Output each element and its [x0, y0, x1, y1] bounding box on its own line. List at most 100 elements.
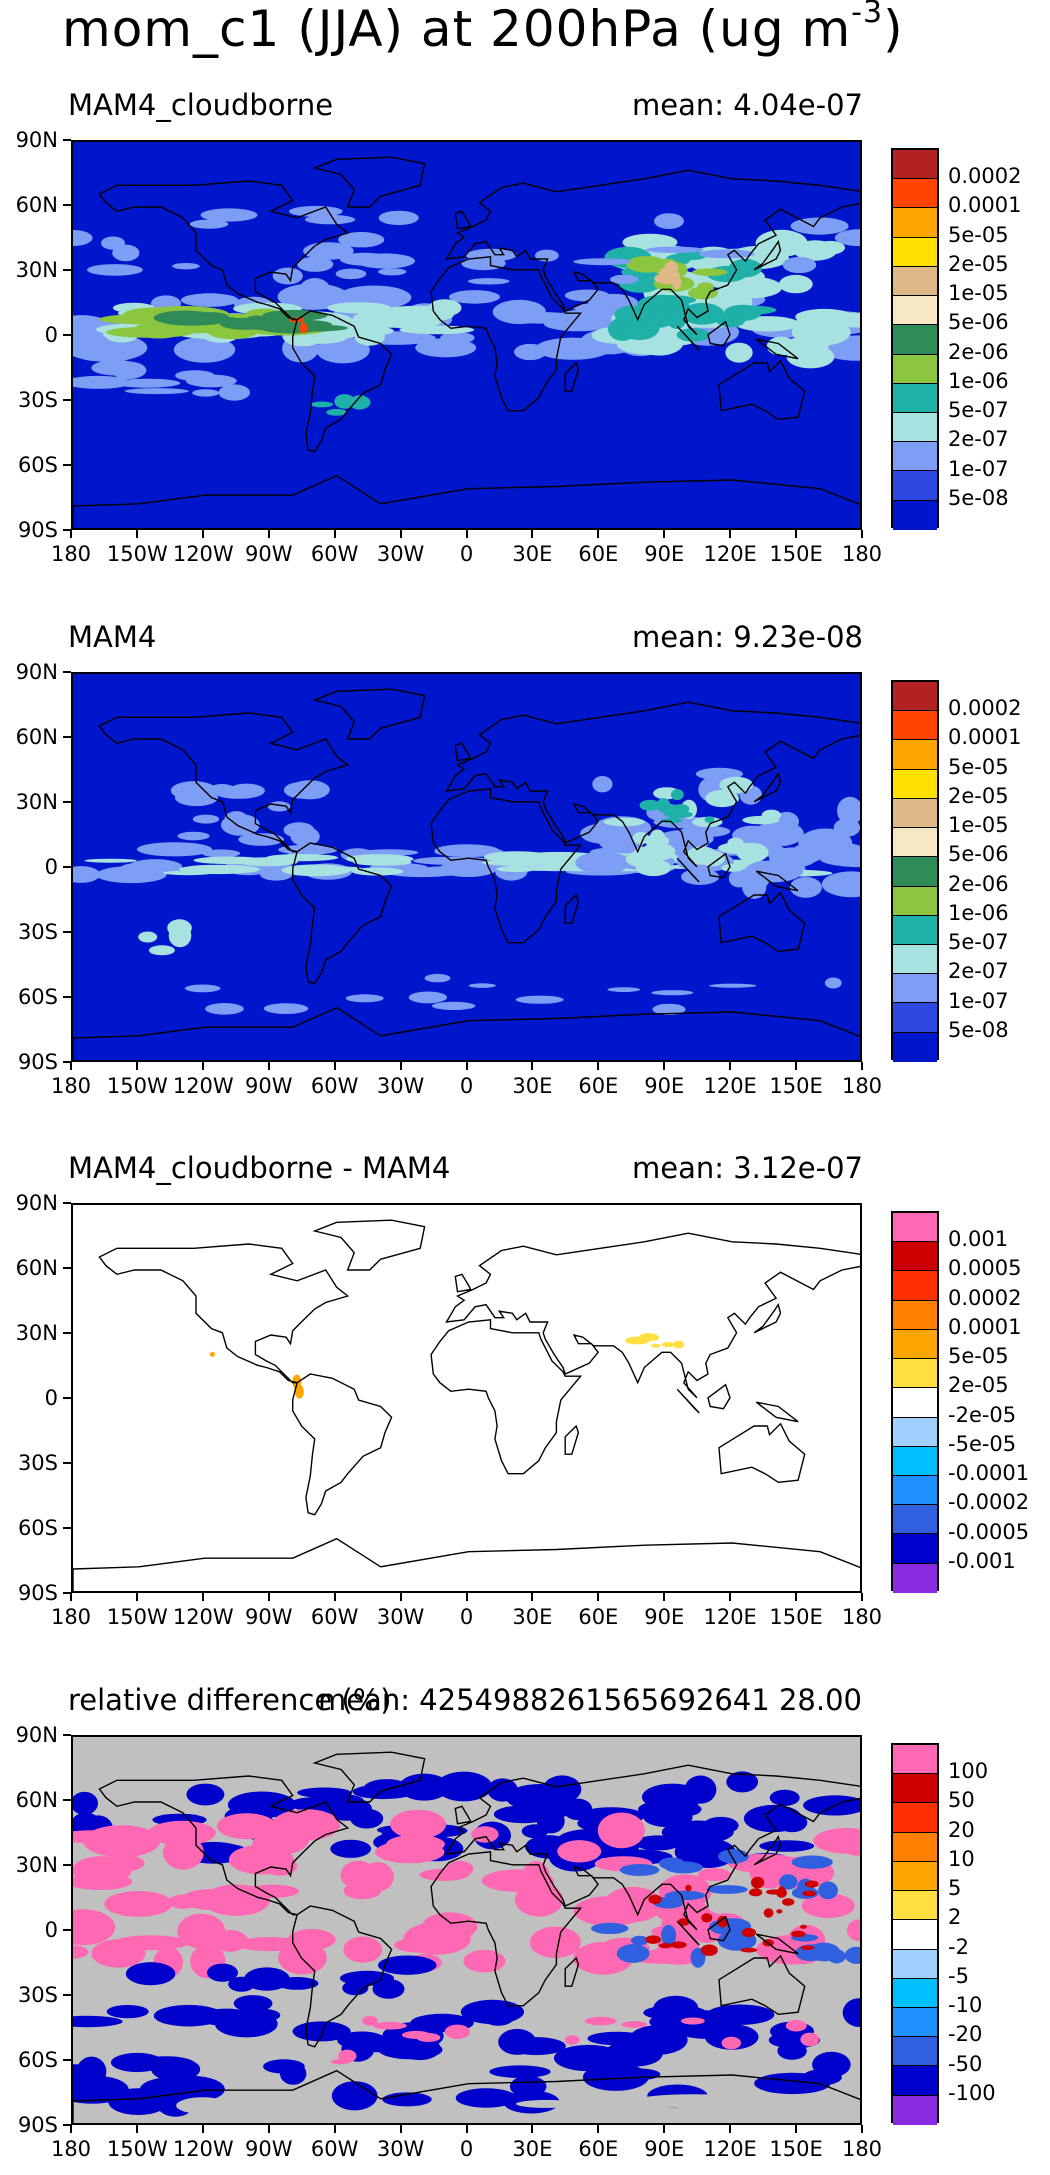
lat-tick-mark	[63, 1267, 71, 1269]
field-blob	[721, 863, 744, 872]
colorbar-cell	[893, 1388, 937, 1418]
colorbar-cell	[893, 886, 937, 916]
field-blob	[343, 1936, 383, 1963]
field-blob	[542, 1775, 582, 1803]
field-blob	[751, 1876, 765, 1889]
lat-tick-mark	[63, 931, 71, 933]
lat-tick-label: 0	[44, 1386, 58, 1410]
lon-tick-label: 30W	[376, 1605, 425, 1629]
lat-tick-mark	[63, 1799, 71, 1801]
field-blob	[148, 945, 175, 956]
field-blob	[619, 1864, 660, 1876]
field-blob	[73, 1830, 133, 1844]
colorbar-cell	[893, 1475, 937, 1506]
field-blob	[73, 1945, 89, 1959]
lon-tick-label: 120W	[172, 542, 234, 566]
coastline	[73, 156, 860, 528]
colorbar-cell	[893, 711, 937, 741]
lon-tick-mark	[597, 530, 600, 538]
lat-tick-label: 30N	[15, 1321, 58, 1345]
field-blob	[435, 1771, 492, 1802]
lon-tick-mark	[663, 530, 666, 538]
field-blob	[648, 1334, 659, 1341]
colorbar-label: -0.0005	[948, 1519, 1030, 1544]
field-blob	[800, 2032, 820, 2047]
field-blob	[802, 1890, 817, 1897]
colorbar-label: 1e-07	[948, 456, 1009, 481]
field-blob	[455, 2088, 517, 2108]
field-blob	[573, 258, 632, 266]
field-blob	[635, 859, 672, 877]
lon-tick-label: 150W	[106, 542, 168, 566]
lon-tick-label: 150E	[769, 1074, 823, 1098]
lon-tick-mark	[531, 1062, 534, 1070]
field-blob	[736, 842, 769, 863]
field-blob	[692, 268, 728, 276]
field-blob	[740, 1947, 758, 1953]
field-blob	[298, 278, 331, 304]
field-blob	[674, 1837, 729, 1867]
lon-tick-label: 150W	[106, 1074, 168, 1098]
lon-tick-mark	[531, 2125, 534, 2133]
colorbar-cell	[893, 1861, 937, 1892]
lon-tick-label: 60E	[578, 542, 619, 566]
field-blob	[461, 256, 506, 271]
colorbar-label: -2	[948, 1934, 969, 1959]
colorbar-cell	[893, 1949, 937, 1979]
figure-title: mom_c1 (JJA) at 200hPa (ug m-3)	[62, 0, 904, 58]
field-blob	[203, 377, 235, 386]
field-blob	[645, 246, 704, 253]
field-blob	[362, 315, 431, 328]
lon-tick-mark	[795, 1062, 798, 1070]
field-blob	[670, 2010, 741, 2039]
lon-tick-mark	[729, 2125, 732, 2133]
lat-tick-mark	[63, 1462, 71, 1464]
lat-tick-mark	[63, 866, 71, 868]
lat-tick-label: 60N	[15, 1788, 58, 1812]
lon-tick-label: 30E	[512, 2137, 553, 2161]
field-blob	[295, 1384, 304, 1399]
lat-tick-label: 30S	[17, 1451, 58, 1475]
lon-tick-label: 120W	[172, 1605, 234, 1629]
colorbar-label: 5e-05	[948, 222, 1009, 247]
field-blob	[192, 389, 220, 397]
lat-tick-label: 90N	[15, 128, 58, 152]
lon-tick-label: 60W	[310, 1605, 359, 1629]
field-blob	[846, 1919, 860, 1942]
lon-tick-mark	[267, 2125, 270, 2133]
lon-tick-mark	[399, 1593, 402, 1601]
colorbar-cell	[893, 1832, 937, 1862]
field-blob	[658, 1943, 673, 1949]
field-blob	[676, 328, 710, 342]
field-blob	[176, 2097, 229, 2114]
field-blob	[677, 1918, 690, 1926]
lat-tick-mark	[63, 204, 71, 206]
field-blob	[742, 875, 767, 899]
field-blob	[431, 1001, 476, 1010]
field-blob	[790, 217, 849, 235]
field-blob	[741, 1927, 757, 1938]
field-blob	[125, 1962, 176, 1986]
field-blob	[200, 208, 258, 222]
field-blob	[362, 2015, 378, 2026]
field-blob	[487, 1778, 518, 1802]
lon-tick-label: 120E	[703, 1074, 757, 1098]
field-blob	[557, 1840, 602, 1863]
field-blob	[778, 1886, 785, 1893]
lon-tick-label: 180	[841, 1074, 883, 1098]
lon-tick-label: 180	[841, 542, 883, 566]
map-background	[73, 1205, 860, 1591]
colorbar-label: -2e-05	[948, 1402, 1017, 1427]
lat-tick-label: 60S	[17, 1516, 58, 1540]
lon-tick-mark	[135, 530, 138, 538]
lon-tick-mark	[795, 530, 798, 538]
field-blob	[840, 1833, 860, 1856]
field-blob	[688, 286, 718, 300]
field-blob	[651, 1343, 661, 1348]
field-blob	[124, 388, 189, 395]
field-blob	[73, 866, 100, 883]
field-blob	[672, 1340, 685, 1349]
lon-tick-label: 60W	[310, 2137, 359, 2161]
field-blob	[791, 1855, 833, 1869]
field-blob	[801, 1893, 855, 1919]
